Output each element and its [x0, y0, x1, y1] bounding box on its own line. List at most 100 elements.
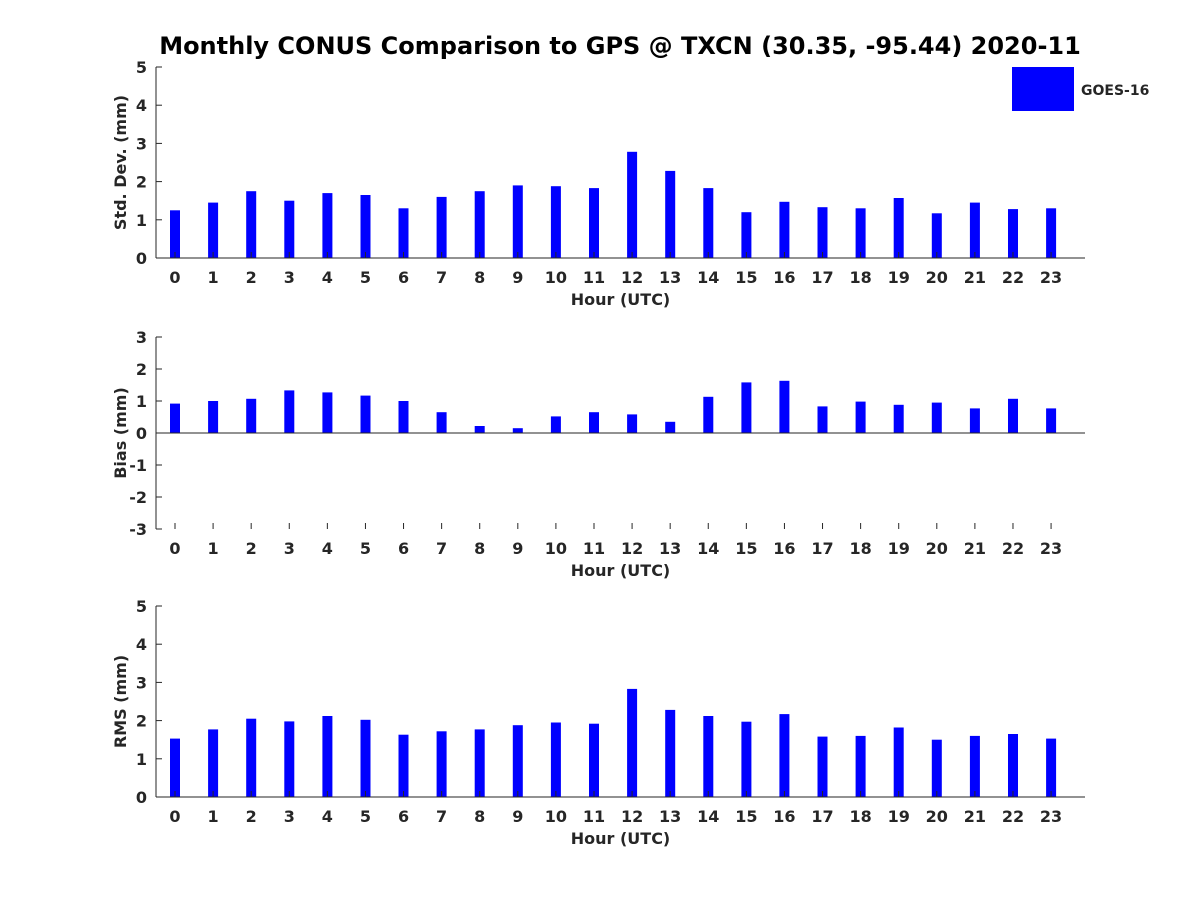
std-dev-x-tick-label: 20	[926, 268, 948, 287]
std-dev-x-tick-label: 0	[169, 268, 180, 287]
std-dev-y-axis-label: Std. Dev. (mm)	[111, 95, 130, 230]
bias-bar-hour-19	[893, 404, 904, 433]
bias-bar-hour-20	[931, 402, 942, 433]
std-dev-x-tick-label: 23	[1040, 268, 1062, 287]
rms-bar-hour-5	[360, 719, 371, 797]
std-dev-bar-hour-18	[855, 208, 866, 258]
bias-x-tick-label: 12	[621, 539, 643, 558]
bias-x-tick-label: 1	[208, 539, 219, 558]
bias-bar-hour-15	[741, 382, 752, 433]
bias-bar-hour-22	[1008, 398, 1018, 433]
rms-bar-hour-6	[398, 734, 409, 797]
std-dev-bar-hour-9	[512, 185, 523, 258]
bias-bar-hour-9	[512, 428, 523, 433]
rms-y-tick-label: 2	[136, 712, 147, 731]
bias-y-tick-label: -3	[129, 520, 147, 539]
bias-bar-hour-2	[246, 398, 257, 433]
rms-bar-hour-21	[969, 735, 980, 797]
bias-x-tick-label: 16	[773, 539, 795, 558]
rms-bar-hour-11	[589, 723, 599, 797]
rms-x-tick-label: 22	[1002, 807, 1024, 826]
bias-x-tick-label: 5	[360, 539, 371, 558]
bias-bar-hour-11	[589, 412, 599, 433]
rms-x-tick-label: 2	[246, 807, 257, 826]
rms-x-tick-label: 10	[545, 807, 567, 826]
bias-x-tick-label: 22	[1002, 539, 1024, 558]
bias-bar-hour-7	[436, 412, 447, 433]
bias-bar-hour-5	[360, 395, 371, 433]
bias-bar-hour-18	[855, 401, 866, 433]
std-dev-x-tick-label: 3	[284, 268, 295, 287]
std-dev-y-tick-label: 5	[136, 58, 147, 77]
std-dev-x-tick-label: 10	[545, 268, 567, 287]
std-dev-y-tick-label: 4	[136, 96, 147, 115]
std-dev-x-tick-label: 18	[849, 268, 871, 287]
bias-x-tick-label: 7	[436, 539, 447, 558]
legend-swatch	[1012, 67, 1074, 111]
rms-bar-hour-9	[512, 725, 523, 797]
bias-x-tick-label: 9	[512, 539, 523, 558]
std-dev-bar-hour-15	[741, 212, 752, 258]
std-dev-x-tick-label: 11	[583, 268, 605, 287]
bias-x-tick-label: 0	[169, 539, 180, 558]
bias-x-tick-label: 10	[545, 539, 567, 558]
legend-label: GOES-16	[1081, 83, 1149, 99]
rms-x-tick-label: 20	[926, 807, 948, 826]
std-dev-bar-hour-20	[931, 213, 942, 258]
rms-x-tick-label: 17	[811, 807, 833, 826]
bias-x-tick-label: 20	[926, 539, 948, 558]
std-dev-bar-hour-17	[817, 207, 828, 258]
rms-x-tick-label: 0	[169, 807, 180, 826]
std-dev-bar-hour-16	[779, 201, 790, 258]
rms-bar-hour-0	[170, 738, 180, 797]
bias-x-tick-label: 21	[964, 539, 986, 558]
bias-x-tick-label: 19	[888, 539, 910, 558]
rms-bar-hour-8	[474, 729, 485, 797]
rms-x-tick-label: 14	[697, 807, 719, 826]
std-dev-x-tick-label: 14	[697, 268, 719, 287]
std-dev-x-tick-label: 7	[436, 268, 447, 287]
bias-x-tick-label: 2	[246, 539, 257, 558]
std-dev-bar-hour-7	[436, 196, 447, 258]
std-dev-x-tick-label: 6	[398, 268, 409, 287]
bias-y-tick-label: 2	[136, 360, 147, 379]
rms-x-tick-label: 23	[1040, 807, 1062, 826]
rms-bar-hour-12	[627, 688, 638, 797]
rms-bar-hour-23	[1046, 738, 1057, 797]
rms-x-tick-label: 16	[773, 807, 795, 826]
std-dev-x-tick-label: 13	[659, 268, 681, 287]
rms-bar-hour-3	[284, 721, 295, 797]
rms-x-tick-label: 11	[583, 807, 605, 826]
rms-bar-hour-16	[779, 714, 790, 797]
std-dev-x-tick-label: 17	[811, 268, 833, 287]
bias-bar-hour-8	[474, 426, 485, 433]
bias-bar-hour-16	[779, 380, 790, 433]
rms-x-tick-label: 9	[512, 807, 523, 826]
bias-bar-hour-17	[817, 406, 828, 433]
std-dev-bar-hour-22	[1008, 209, 1018, 258]
std-dev-bar-hour-13	[665, 170, 676, 258]
bias-x-tick-label: 14	[697, 539, 719, 558]
rms-x-tick-label: 4	[322, 807, 333, 826]
bias-bar-hour-4	[322, 392, 333, 433]
rms-bar-hour-4	[322, 716, 333, 797]
rms-y-axis-label: RMS (mm)	[111, 655, 130, 748]
bias-bar-hour-0	[170, 403, 180, 433]
std-dev-bar-hour-11	[589, 188, 599, 258]
rms-bar-hour-7	[436, 731, 447, 797]
std-dev-bar-hour-6	[398, 208, 409, 258]
rms-bar-hour-2	[246, 718, 257, 797]
bias-y-tick-label: -1	[129, 456, 147, 475]
std-dev-y-tick-label: 0	[136, 249, 147, 268]
rms-bar-hour-14	[703, 716, 714, 797]
legend: GOES-16	[1012, 67, 1149, 111]
std-dev-x-tick-label: 16	[773, 268, 795, 287]
std-dev-x-tick-label: 15	[735, 268, 757, 287]
rms-y-tick-label: 3	[136, 673, 147, 692]
rms-bar-hour-22	[1008, 734, 1018, 797]
rms-x-tick-label: 8	[474, 807, 485, 826]
bias-y-tick-label: 0	[136, 424, 147, 443]
rms-bar-hour-18	[855, 735, 866, 797]
